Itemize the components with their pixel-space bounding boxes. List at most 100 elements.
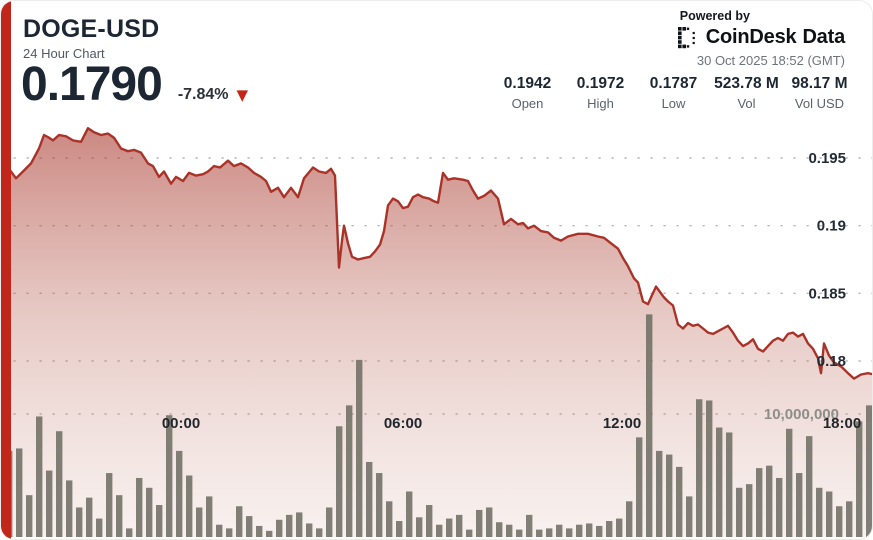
chart-subtitle: 24 Hour Chart: [23, 45, 105, 61]
volume-bar: [646, 314, 653, 537]
volume-bar: [566, 528, 573, 537]
vol-usd-value: 98.17 M: [791, 75, 848, 92]
volume-bar: [476, 509, 483, 537]
volume-bar: [356, 359, 363, 537]
axis-labels: 0.195 0.19 0.185 0.18 10,000,000 00:00 06:00 12…: [162, 150, 861, 432]
volume-bar: [806, 436, 813, 537]
volume-bar: [246, 516, 253, 537]
volume-bar: [376, 473, 383, 537]
stat-vol-usd: 98.17 M Vol USD: [783, 75, 856, 111]
volume-bar: [296, 512, 303, 537]
volume-bar: [126, 528, 133, 537]
volume-bar: [396, 521, 403, 537]
price-area: [1, 127, 872, 537]
volume-bar: [706, 400, 713, 537]
volume-bar: [416, 517, 423, 537]
current-price: 0.1790: [21, 58, 163, 111]
volume-bar: [176, 450, 183, 537]
volume-bar: [526, 514, 533, 537]
volume-bar: [596, 525, 603, 537]
volume-bar: [686, 496, 693, 537]
volume-bar: [156, 505, 163, 537]
stat-low: 0.1787 Low: [637, 75, 710, 111]
volume-bar: [496, 522, 503, 537]
volume-bar: [426, 505, 433, 537]
volume-bar: [786, 428, 793, 537]
volume-bar: [606, 521, 613, 537]
volume-bar: [286, 514, 293, 537]
volume-axis-label: 10,000,000: [764, 406, 839, 423]
volume-bar: [186, 475, 193, 537]
volume-bar: [466, 529, 473, 537]
volume-bar: [626, 501, 633, 537]
vol-usd-label: Vol USD: [794, 96, 845, 111]
change-percent: -7.84%: [177, 86, 229, 103]
low-label: Low: [661, 96, 686, 111]
volume-bar: [726, 432, 733, 537]
volume-bar: [16, 448, 23, 537]
volume-bar: [586, 523, 593, 537]
brand-suffix: Data: [802, 26, 845, 48]
volume-bar: [136, 477, 143, 537]
y-axis-label: 0.18: [817, 353, 846, 370]
volume-bar: [326, 507, 333, 537]
volume-bar: [226, 528, 233, 537]
volume-bar: [636, 437, 643, 537]
volume-bar: [96, 518, 103, 537]
price-change: -7.84% ▼: [178, 86, 248, 109]
volume-bar: [66, 480, 73, 537]
down-triangle-icon: ▼: [236, 85, 249, 104]
volume-bar: [776, 477, 783, 537]
volume-bar: [536, 529, 543, 537]
volume-bar: [206, 496, 213, 537]
open-label: Open: [511, 96, 544, 111]
current-price-row: 0.1790 -7.84% ▼: [21, 61, 248, 109]
volume-bar: [676, 466, 683, 537]
volume-bar: [556, 524, 563, 537]
volume-bar: [46, 470, 53, 537]
volume-bar: [816, 487, 823, 537]
volume-bar: [736, 487, 743, 537]
volume-bar: [316, 528, 323, 537]
chart-timestamp: 30 Oct 2025 18:52 (GMT): [696, 53, 845, 68]
volume-bar: [386, 501, 393, 537]
volume-bar: [666, 454, 673, 537]
volume-bar: [166, 415, 173, 537]
x-axis-label: 12:00: [603, 415, 641, 432]
title-block: DOGE-USD 24 Hour Chart: [23, 15, 159, 61]
volume-bar: [846, 501, 853, 537]
volume-bar: [76, 507, 83, 537]
powered-by-block: Powered by CoinDesk Data 30 Oct 2025 18:…: [677, 9, 845, 68]
volume-bar: [746, 484, 753, 537]
volume-bar: [196, 507, 203, 537]
high-label: High: [587, 96, 614, 111]
volume-bar: [26, 495, 33, 537]
vol-value: 523.78 M: [714, 75, 779, 92]
stat-open: 0.1942 Open: [491, 75, 564, 111]
volume-bar: [236, 506, 243, 537]
low-value: 0.1787: [649, 75, 698, 92]
volume-bar: [366, 461, 373, 537]
high-value: 0.1972: [576, 75, 625, 92]
stat-high: 0.1972 High: [564, 75, 637, 111]
y-axis-label: 0.19: [817, 218, 846, 235]
ohlc-stats-row: 0.1942 Open 0.1972 High 0.1787 Low 523.7…: [491, 75, 856, 111]
volume-bar: [36, 416, 43, 537]
volume-bar: [756, 468, 763, 537]
y-axis-label: 0.185: [808, 285, 846, 302]
volume-bar: [576, 524, 583, 537]
volume-bar: [826, 491, 833, 537]
volume-bar: [336, 426, 343, 537]
x-axis-label: 06:00: [384, 415, 422, 432]
volume-bar: [306, 523, 313, 537]
volume-bar: [266, 530, 273, 537]
volume-bar: [486, 507, 493, 537]
vol-label: Vol: [737, 96, 756, 111]
volume-bar: [656, 450, 663, 537]
volume-bar: [346, 405, 353, 537]
powered-by-label: Powered by: [679, 9, 750, 23]
y-axis-label: 0.195: [808, 150, 846, 167]
volume-bar: [766, 465, 773, 537]
